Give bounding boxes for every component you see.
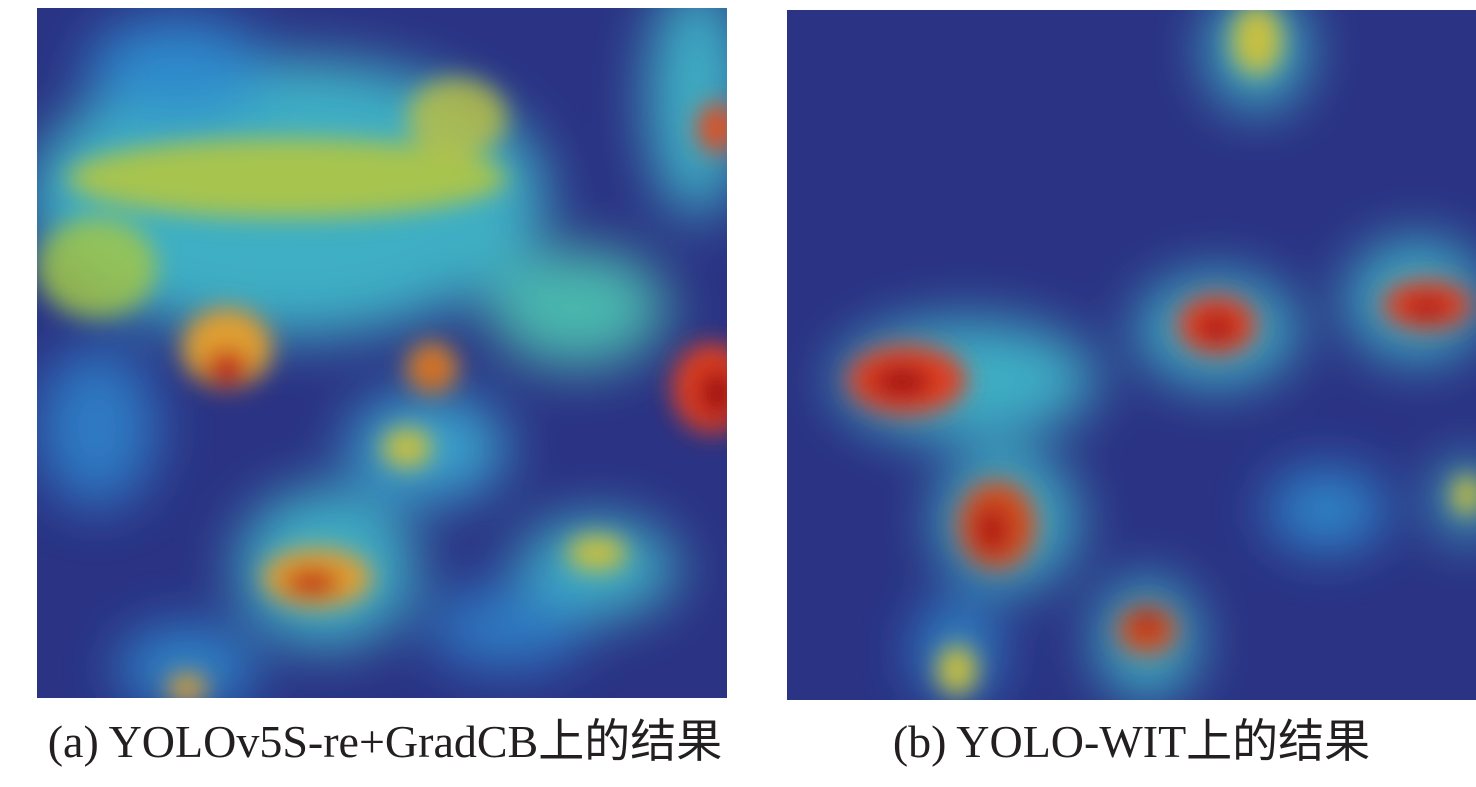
caption-b: (b) YOLO-WIT上的结果	[892, 716, 1371, 767]
caption-a: (a) YOLOv5S-re+GradCB上的结果	[47, 716, 723, 767]
heatmap-b	[787, 10, 1476, 700]
heatmap-a	[37, 8, 727, 698]
